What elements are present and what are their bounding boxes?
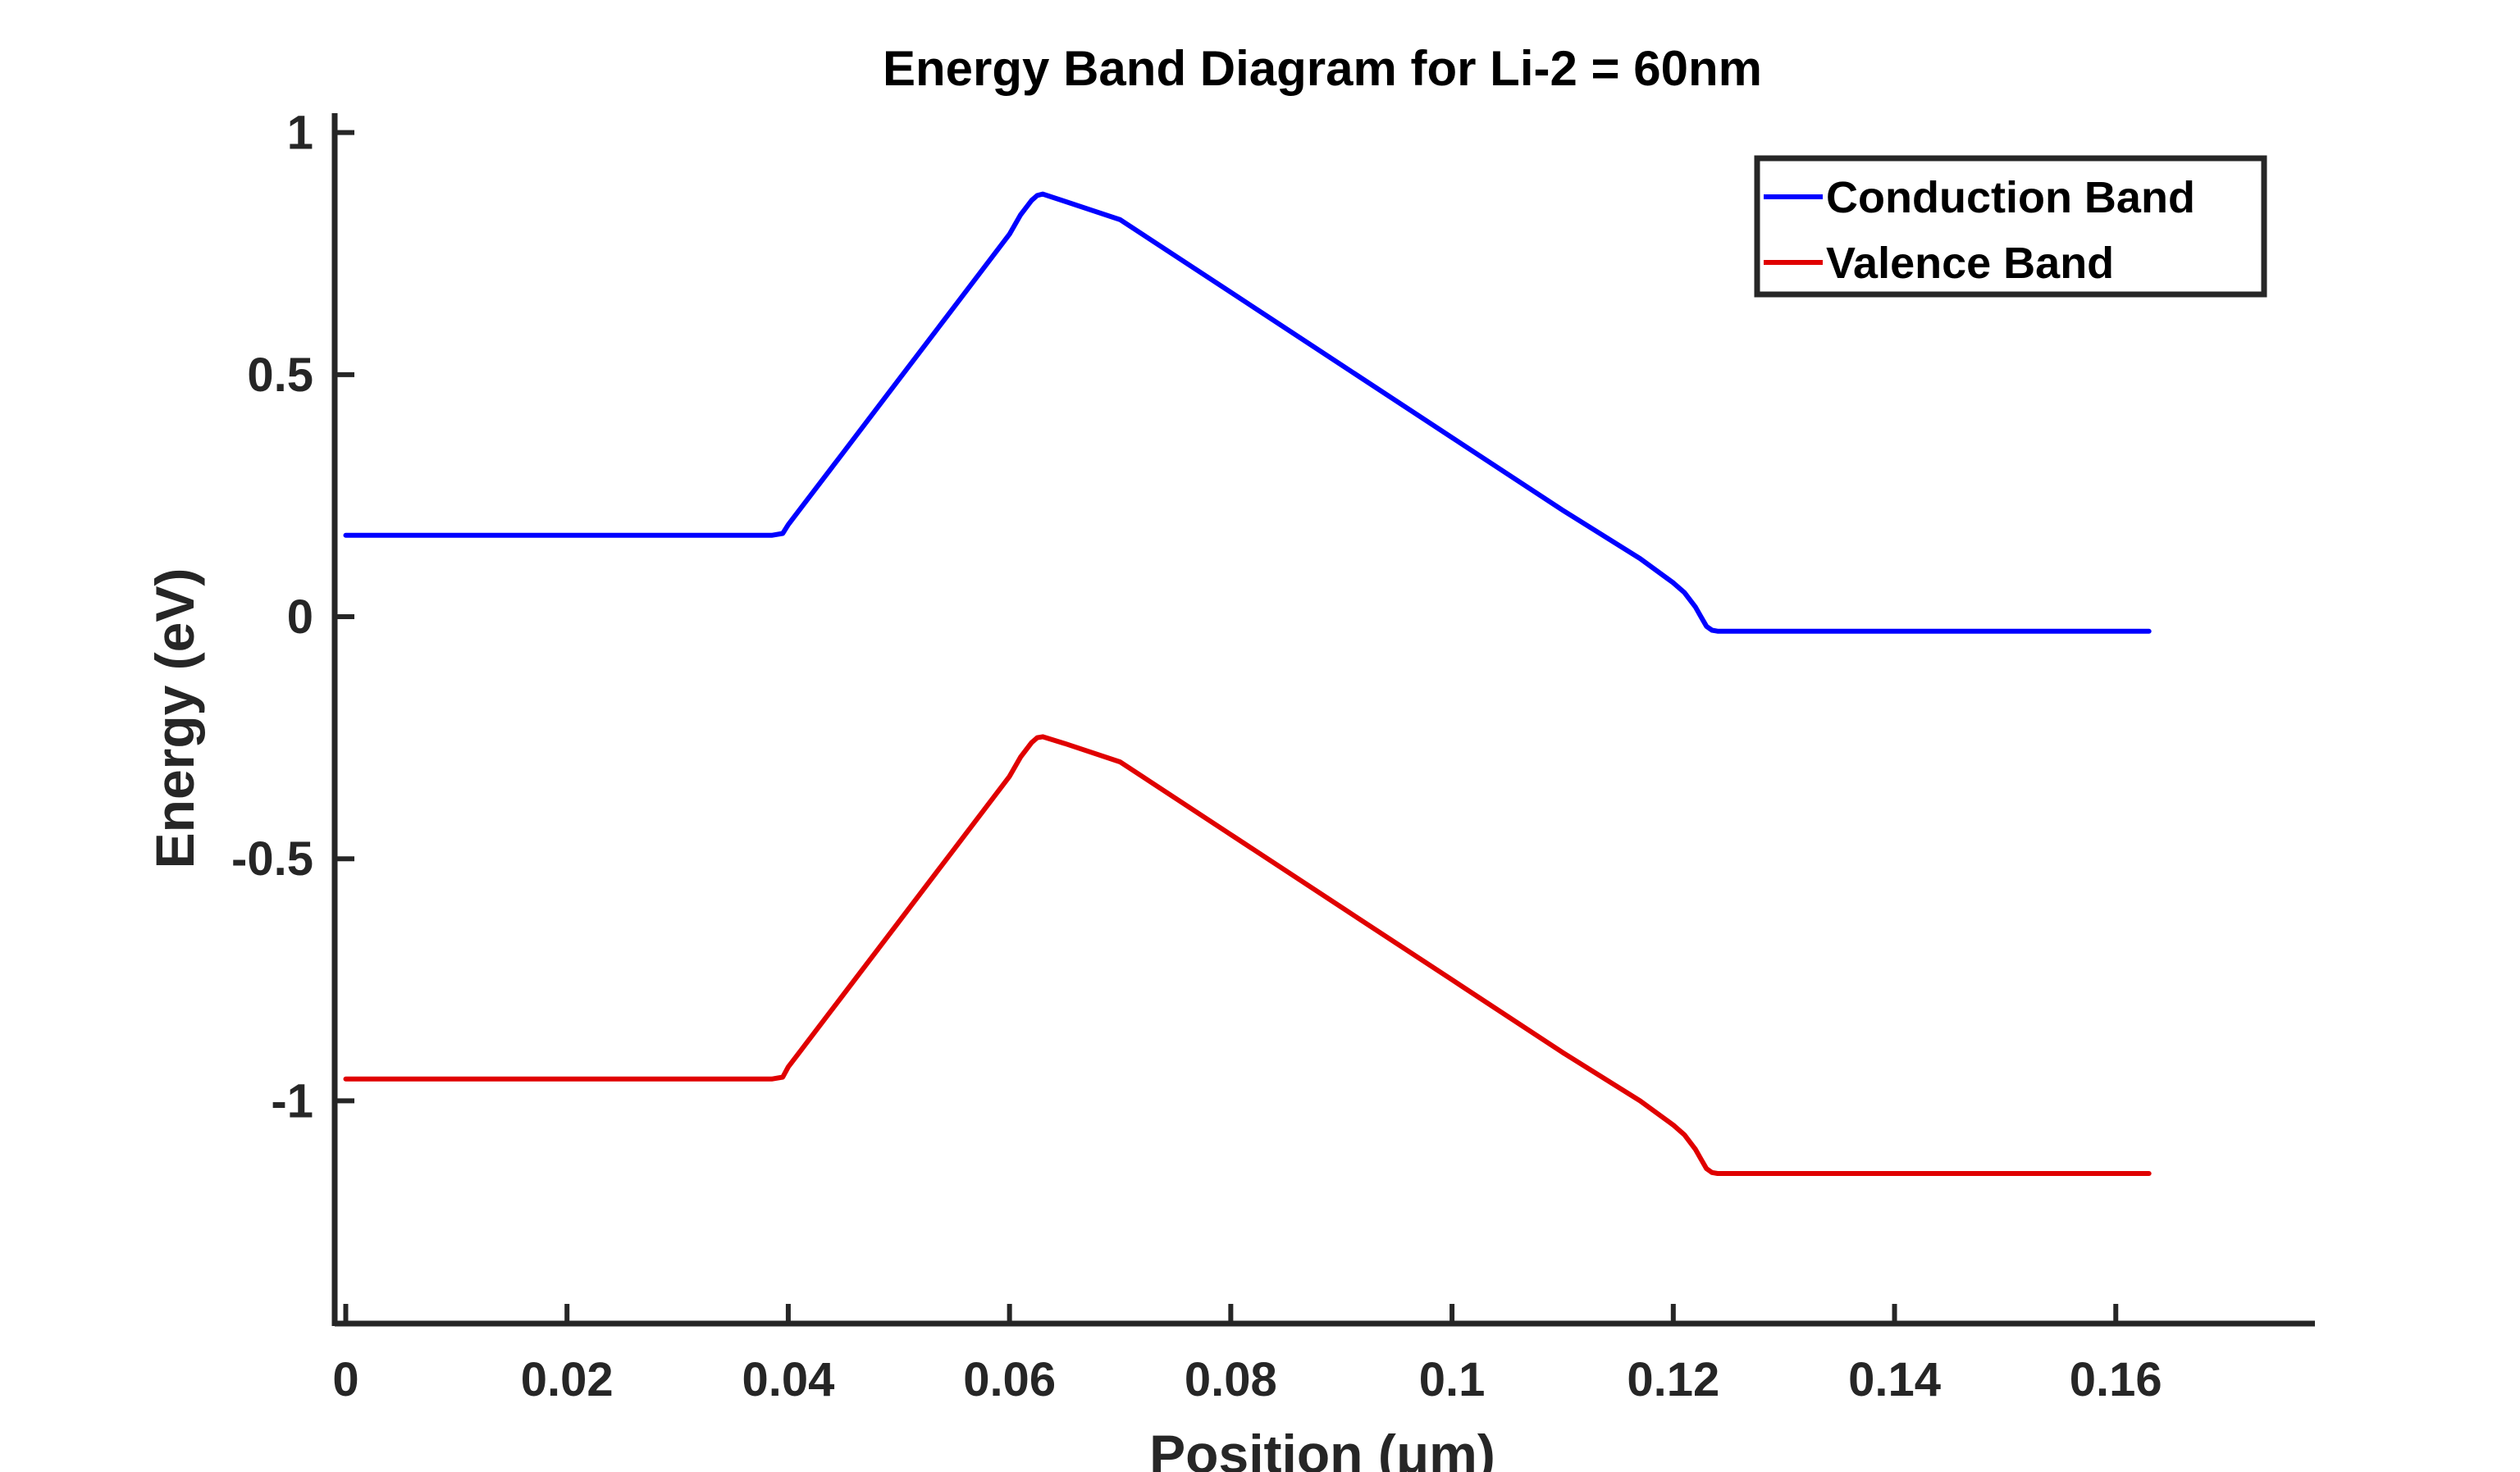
plot-lines: [343, 191, 2152, 1176]
axes: [331, 113, 2315, 1327]
legend-label: Valence Band: [1826, 239, 2114, 288]
y-tick-label: -0.5: [231, 832, 313, 886]
x-tick-label: 0.12: [1627, 1353, 1719, 1406]
x-tick-label: 0.1: [1419, 1353, 1486, 1406]
legend-box: [1754, 155, 2267, 298]
y-tick-label: -1: [271, 1074, 313, 1128]
x-tick-label: 0.16: [2070, 1353, 2162, 1406]
chart-title: Energy Band Diagram for Li-2 = 60nm: [883, 41, 1762, 96]
legend-label: Conduction Band: [1826, 173, 2195, 222]
y-ticks: 1 0.5 0 -0.5 -1: [231, 107, 354, 1128]
y-tick-label: 0.5: [247, 349, 313, 402]
series-line-conduction-band: [343, 191, 2152, 634]
x-tick-label: 0.08: [1185, 1353, 1277, 1406]
x-axis-label: Position (μm): [1149, 1424, 1495, 1472]
x-tick-label: 0.02: [521, 1353, 614, 1406]
x-ticks: 0 0.02 0.04 0.06 0.08 0.1 0.12 0.14 0.16: [332, 1304, 2162, 1406]
x-tick-label: 0.06: [963, 1353, 1056, 1406]
x-tick-label: 0.14: [1848, 1353, 1941, 1406]
y-tick-label: 0: [287, 590, 313, 644]
series-line-valence-band: [343, 734, 2152, 1176]
y-tick-label: 1: [287, 107, 313, 160]
x-tick-label: 0: [332, 1353, 358, 1406]
x-tick-label: 0.04: [742, 1353, 834, 1406]
legend: Conduction Band Valence Band: [1754, 155, 2267, 298]
y-axis-label: Energy (eV): [144, 568, 205, 869]
